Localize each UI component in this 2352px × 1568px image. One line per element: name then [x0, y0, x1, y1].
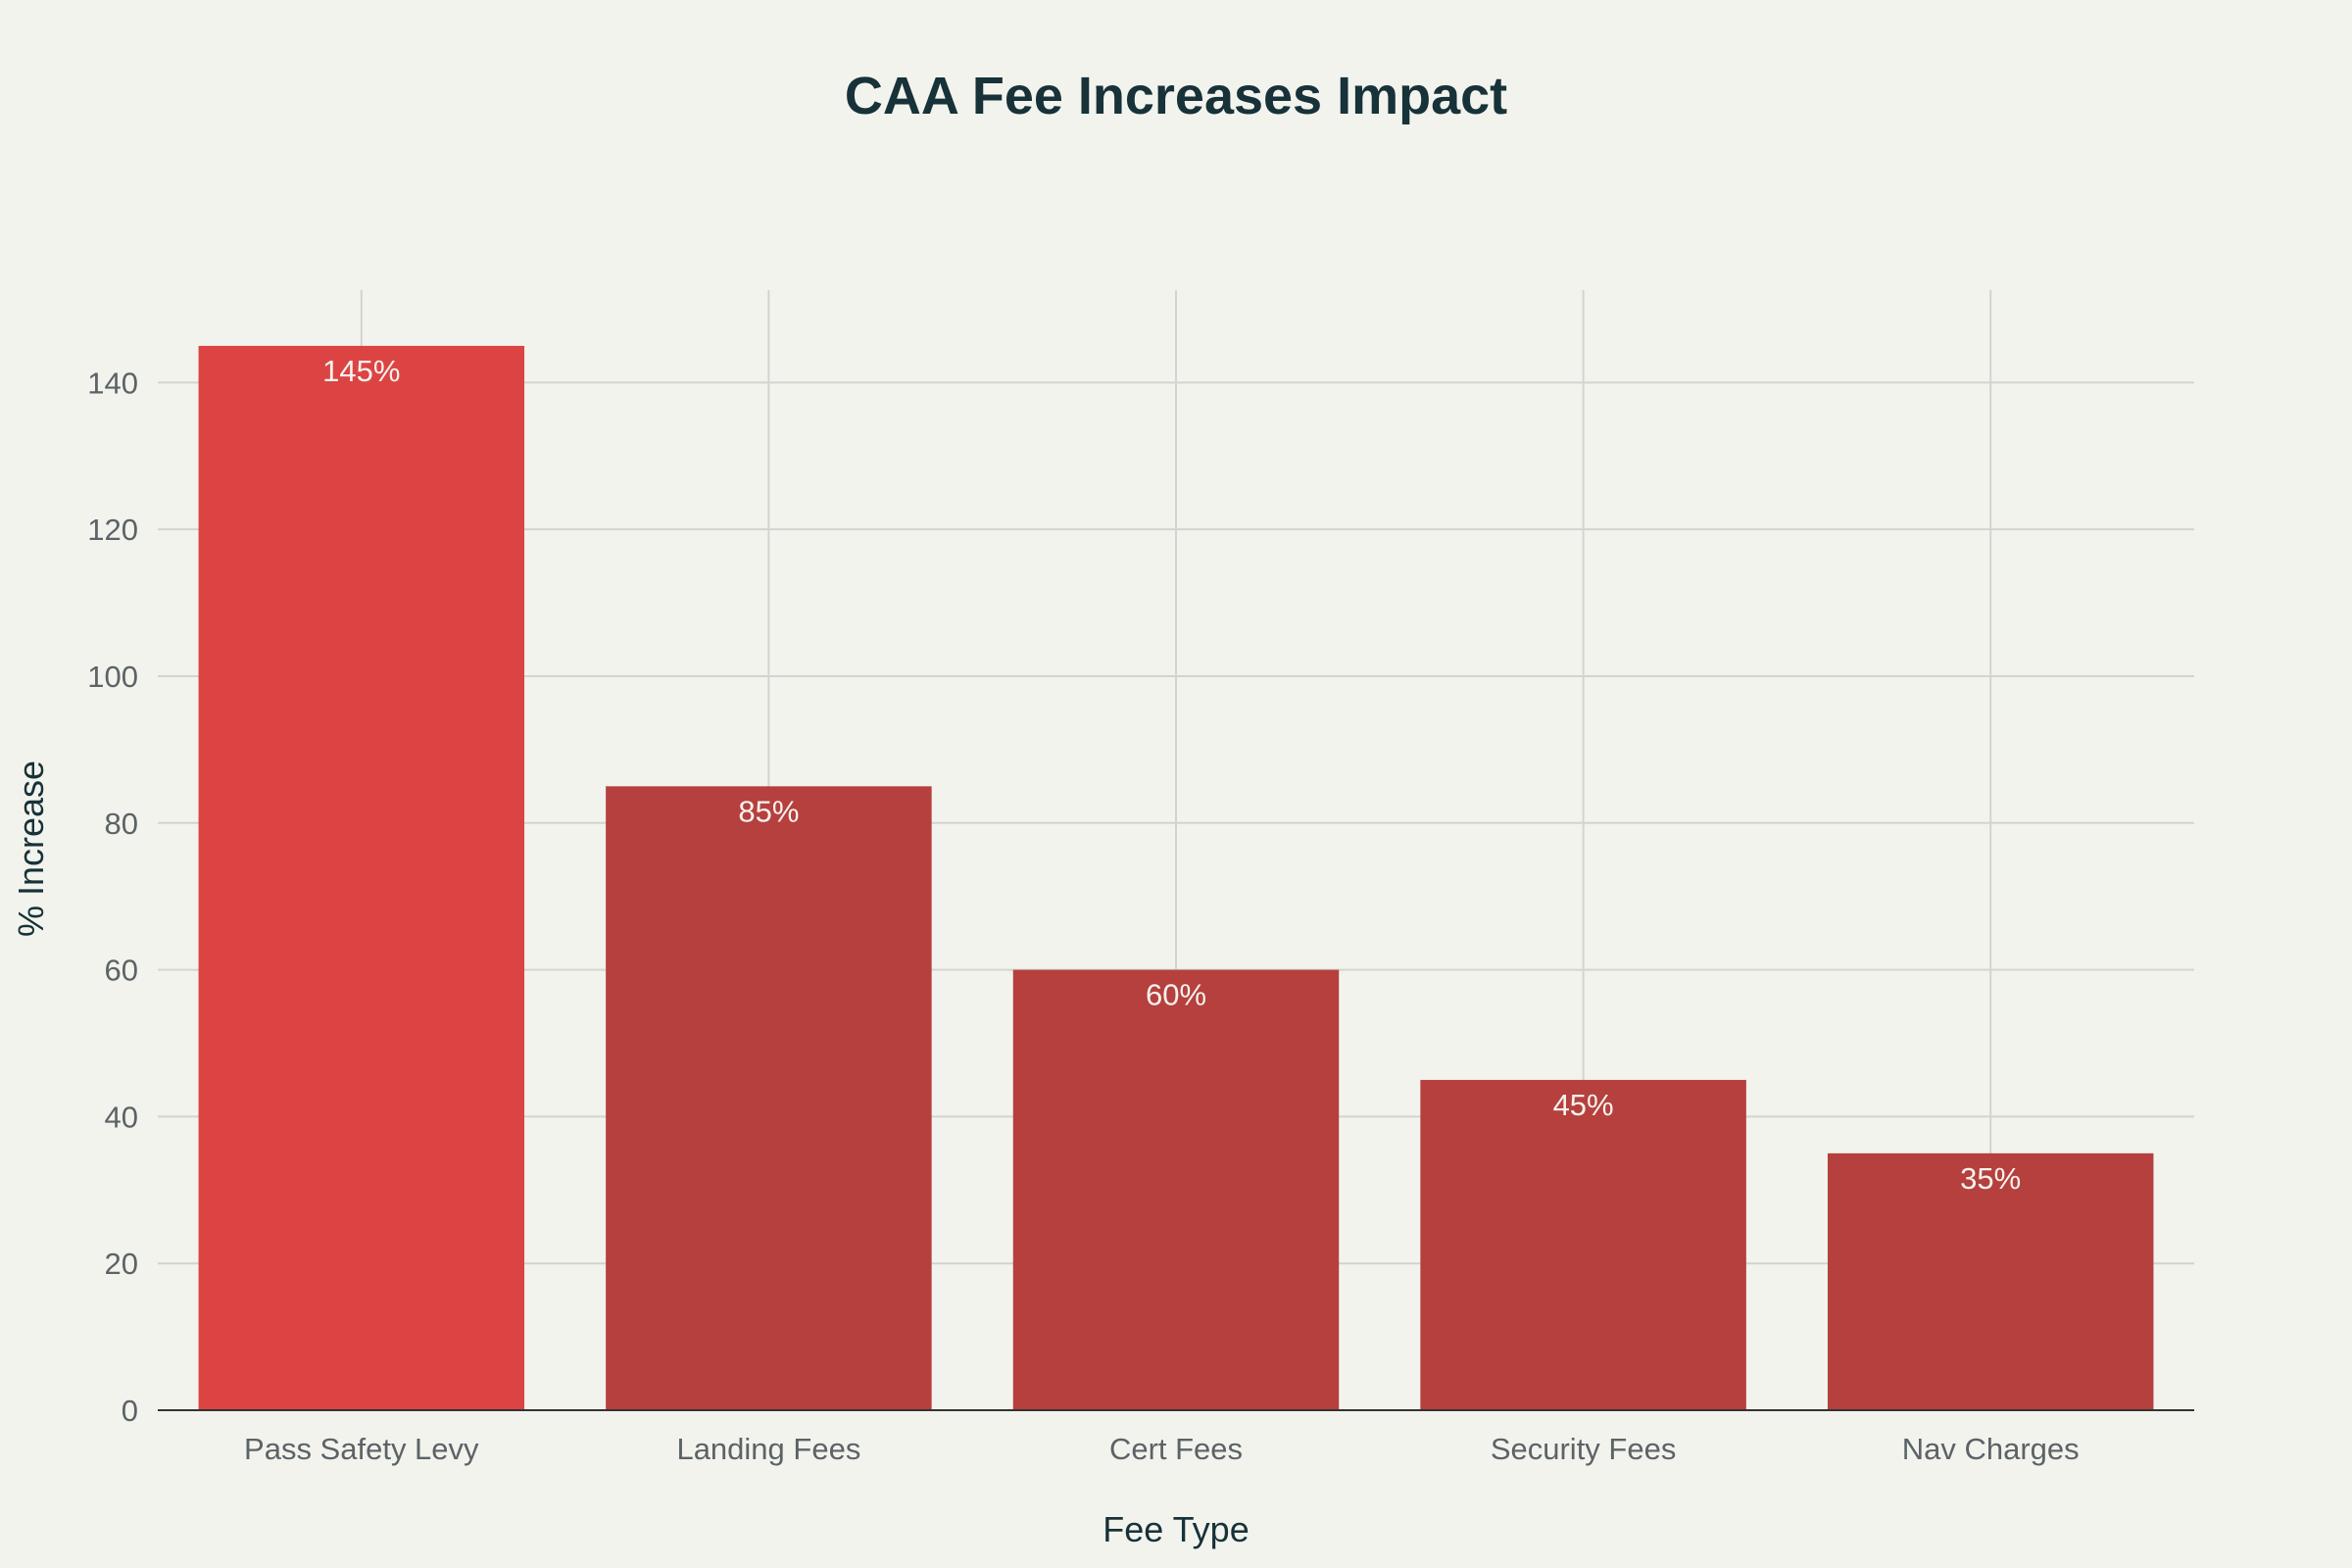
x-tick-label: Security Fees: [1491, 1432, 1677, 1466]
data-labels: 145% 85% 60% 45% 35%: [322, 354, 2021, 1196]
y-tick-label: 0: [122, 1394, 138, 1428]
bar[interactable]: [1420, 1079, 1746, 1410]
y-tick-label: 20: [105, 1247, 138, 1281]
bar-data-label: 45%: [1553, 1088, 1614, 1122]
y-axis-ticks: 0 20 40 60 80 100 120 140: [87, 366, 138, 1428]
y-tick-label: 40: [105, 1100, 138, 1134]
bar-data-label: 145%: [322, 354, 400, 388]
bar[interactable]: [606, 786, 932, 1410]
y-axis-title: % Increase: [11, 760, 51, 937]
x-axis-title: Fee Type: [1102, 1509, 1249, 1549]
y-tick-label: 60: [105, 954, 138, 988]
y-tick-label: 80: [105, 807, 138, 841]
bar-data-label: 85%: [738, 794, 799, 828]
x-tick-label: Pass Safety Levy: [244, 1432, 479, 1466]
bar-data-label: 60%: [1146, 978, 1206, 1012]
bar[interactable]: [1827, 1152, 2154, 1410]
x-tick-label: Cert Fees: [1109, 1432, 1243, 1466]
y-tick-label: 140: [87, 366, 138, 400]
bars: [198, 345, 2154, 1410]
x-tick-label: Nav Charges: [1902, 1432, 2080, 1466]
y-tick-label: 100: [87, 660, 138, 694]
bar[interactable]: [1012, 969, 1340, 1410]
x-axis-ticks: Pass Safety Levy Landing Fees Cert Fees Sec…: [244, 1432, 2080, 1466]
bar-data-label: 35%: [1960, 1161, 2021, 1196]
chart-title: CAA Fee Increases Impact: [845, 67, 1507, 125]
y-tick-label: 120: [87, 513, 138, 547]
x-tick-label: Landing Fees: [676, 1432, 860, 1466]
bar[interactable]: [198, 345, 525, 1410]
